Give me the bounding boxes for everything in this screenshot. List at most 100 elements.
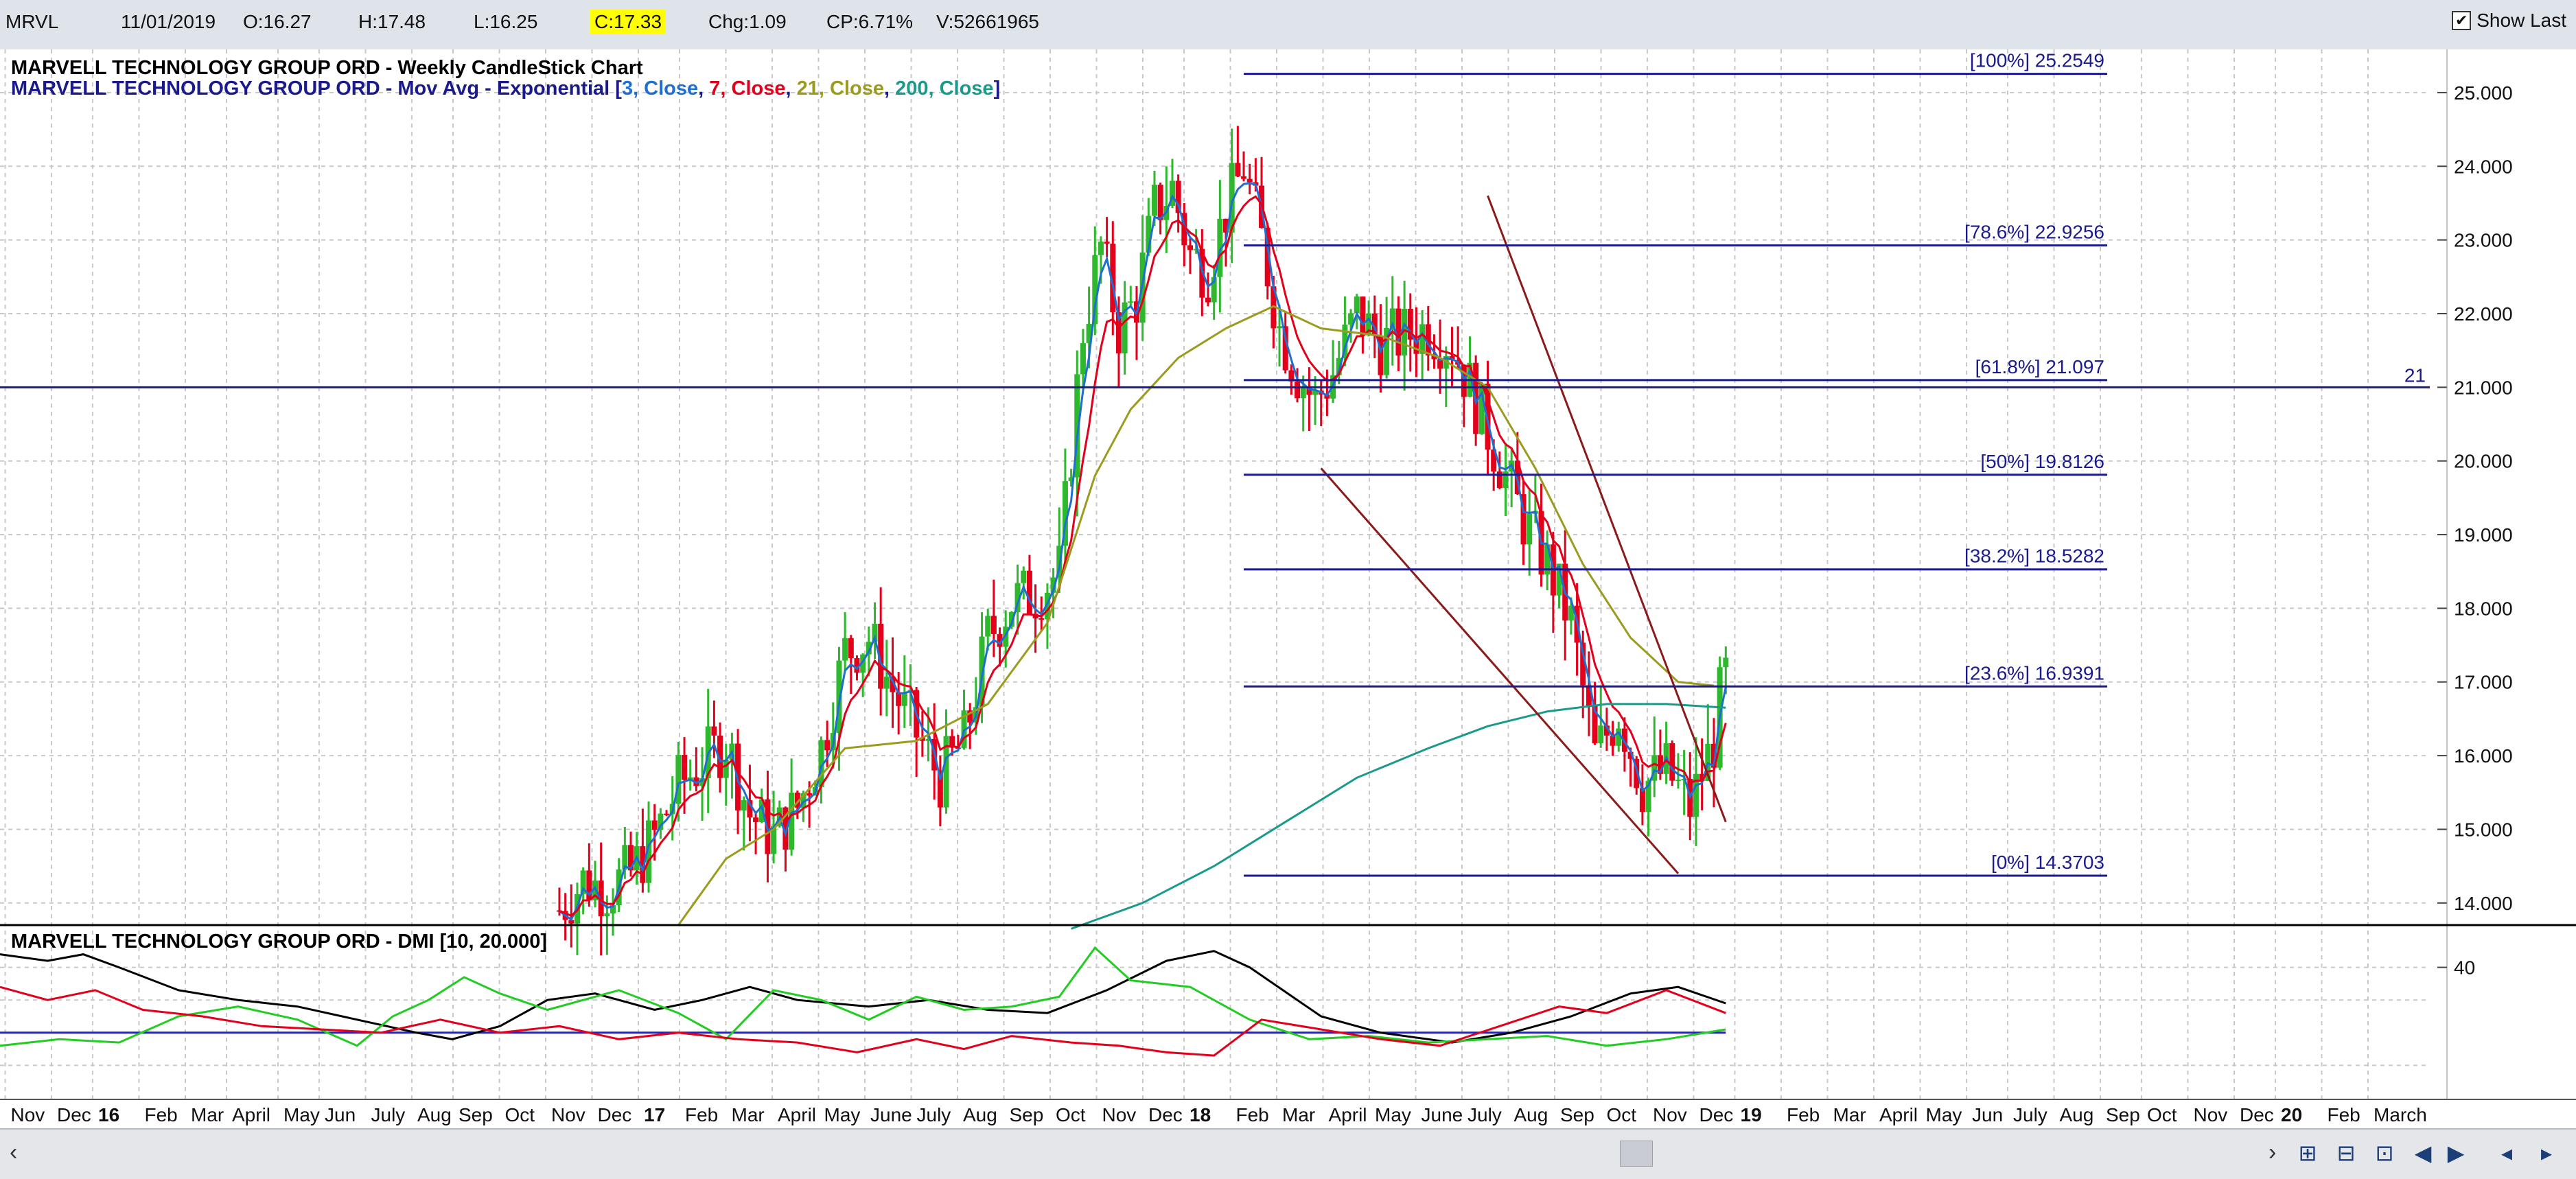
x-axis-month-label: Dec (1148, 1104, 1183, 1125)
candle-body-down (640, 846, 646, 883)
candle-body-up (985, 616, 991, 637)
fib-label: [50%] 19.8126 (1980, 451, 2104, 472)
price-panel: 21 [100%] 25.2549 [78.6%] 22.9256 [61.8%] 2… (0, 50, 2430, 956)
zoom-reset-icon[interactable]: ⊡ (2375, 1141, 2394, 1165)
ema3-line (559, 182, 1727, 922)
page-left-icon[interactable]: ◂ (2500, 1141, 2513, 1165)
dmi-tick-label: 40 (2454, 957, 2475, 979)
page-back-icon[interactable]: ◀ (2414, 1141, 2432, 1165)
price-tick-label: 24.000 (2454, 156, 2513, 177)
candle-body-up (1616, 728, 1622, 746)
candle-body-down (896, 692, 902, 706)
zoom-out-icon[interactable]: ⊟ (2336, 1141, 2356, 1165)
candle-body-down (1491, 450, 1497, 472)
quote-symbol: MRVL (5, 11, 59, 32)
candle-body-up (592, 880, 598, 900)
ema7-line (559, 195, 1727, 918)
candle-body-up (1336, 358, 1342, 375)
candle-body-down (1306, 388, 1312, 395)
candle-body-up (1384, 327, 1390, 375)
x-axis-month-label: Jun (1972, 1104, 2003, 1125)
ema21-legend: 21, Close (797, 78, 884, 100)
candle-body-down (1371, 313, 1378, 336)
candle-body-up (1544, 544, 1551, 575)
x-axis-month-label: Sep (1010, 1104, 1044, 1125)
candle-body-down (1621, 728, 1627, 752)
candle-body-down (1603, 725, 1610, 736)
candle-body-up (1098, 242, 1104, 255)
chart-canvas[interactable]: 21 [100%] 25.2549 [78.6%] 22.9256 [61.8%] 2… (0, 49, 2576, 1128)
candle-body-up (758, 799, 765, 823)
horizontal-scroll-thumb[interactable] (1620, 1141, 1653, 1167)
legend-sep: , (884, 78, 895, 100)
x-axis-month-label: Oct (1056, 1104, 1086, 1125)
x-axis-month-label: Feb (1236, 1104, 1269, 1125)
candle-body-up (883, 676, 890, 689)
x-axis-month-label: Nov (2194, 1104, 2228, 1125)
x-axis-month-label: Sep (2106, 1104, 2140, 1125)
x-axis-month-label: Jun (325, 1104, 356, 1125)
x-axis-month-label: March (2374, 1104, 2427, 1125)
ema200-line (1071, 703, 1726, 930)
candle-body-down (1413, 339, 1419, 354)
candle-body-up (1021, 570, 1027, 583)
zoom-in-icon[interactable]: ⊞ (2298, 1141, 2317, 1165)
show-last-checkbox[interactable]: ✔ (2452, 11, 2472, 30)
dmi-series-di (0, 946, 1726, 1047)
page-right-icon[interactable]: ▸ (2540, 1141, 2553, 1165)
x-axis-year-label: 17 (644, 1104, 665, 1125)
show-last-toggle[interactable]: ✔ Show Last (2452, 10, 2566, 32)
candle-body-down (628, 845, 634, 871)
navigation-bar: ‹ › ⊞ ⊟ ⊡ ◀ ▶ ◂ ▸ (0, 1128, 2576, 1179)
candle-body-down (997, 633, 1003, 647)
candle-body-down (807, 793, 813, 796)
x-axis-month-label: Dec (2240, 1104, 2274, 1125)
candle-body-down (1288, 370, 1295, 382)
candle-body-up (1402, 308, 1408, 356)
candle-body-down (1026, 570, 1032, 614)
fib-label: [100%] 25.2549 (1970, 50, 2104, 71)
quote-bar: MRVL 11/01/2019 O:16.27 H:17.48 L:16.25 … (0, 0, 2576, 51)
candle-body-up (1122, 302, 1128, 353)
candle-body-down (949, 736, 955, 748)
price-tick-label: 14.000 (2454, 893, 2513, 914)
candle-body-down (848, 638, 854, 659)
candle-body-up (699, 778, 706, 786)
x-axis-month-label: Sep (1560, 1104, 1594, 1125)
candle-body-up (836, 660, 842, 734)
candle-body-up (1151, 185, 1157, 216)
candle-body-down (1181, 213, 1187, 246)
candle-body-up (675, 755, 682, 804)
candle-body-up (1062, 481, 1068, 546)
x-axis-month-label: June (1422, 1104, 1463, 1125)
scroll-right-icon[interactable]: › (2268, 1139, 2277, 1165)
scroll-left-icon[interactable]: ‹ (10, 1139, 18, 1165)
candle-body-up (723, 760, 729, 778)
quote-high: H:17.48 (358, 11, 426, 32)
candle-body-down (1295, 381, 1301, 399)
candle-body-up (1068, 477, 1074, 482)
price-chart-title: MARVELL TECHNOLOGY GROUP ORD - Weekly Ca… (11, 57, 643, 79)
price-tick-label: 16.000 (2454, 745, 2513, 767)
candle-body-down (1282, 326, 1288, 371)
candle-body-up (1527, 513, 1533, 545)
candle-body-down (937, 770, 943, 808)
candle-body-up (1128, 301, 1134, 303)
x-axis-month-label: July (2013, 1104, 2047, 1125)
show-last-label: Show Last (2476, 10, 2566, 31)
chart-area[interactable]: 21 [100%] 25.2549 [78.6%] 22.9256 [61.8%] 2… (0, 49, 2576, 1128)
candle-body-down (1580, 642, 1586, 686)
fib-label: [61.8%] 21.097 (1975, 356, 2104, 377)
fib-label: [78.6%] 22.9256 (1964, 222, 2104, 243)
x-axis-month-label: Mar (191, 1104, 224, 1125)
x-axis-month-label: July (371, 1104, 406, 1125)
candle-body-up (646, 820, 652, 883)
candle-body-down (919, 737, 925, 741)
x-axis-month-label: July (1467, 1104, 1502, 1125)
horizontal-line-label: 21 (2404, 364, 2426, 386)
candle-body-down (1586, 685, 1592, 706)
candle-body-down (682, 755, 688, 780)
candle-body-up (1008, 612, 1014, 627)
candle-body-down (717, 735, 723, 778)
page-forward-icon[interactable]: ▶ (2447, 1141, 2465, 1165)
